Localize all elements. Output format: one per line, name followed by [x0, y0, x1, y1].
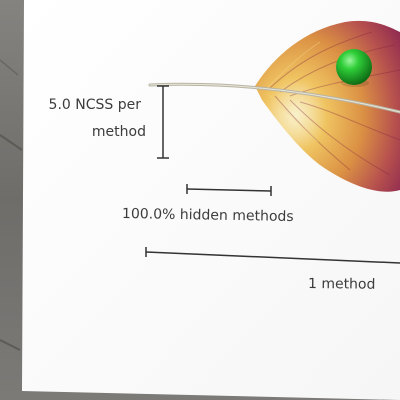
ncss-scale-bar: [157, 85, 169, 159]
hidden-methods-scale-bar: [186, 184, 272, 196]
ncss-legend-label-line2: method: [91, 124, 146, 140]
green-sphere-icon: [336, 49, 372, 87]
method-width-scale-bar: [145, 247, 400, 264]
hidden-methods-legend-label: 100.0% hidden methods: [121, 206, 294, 225]
ncss-legend-label-line1: 5.0 NCSS per: [48, 97, 141, 113]
method-width-legend-label: 1 method: [307, 276, 376, 293]
